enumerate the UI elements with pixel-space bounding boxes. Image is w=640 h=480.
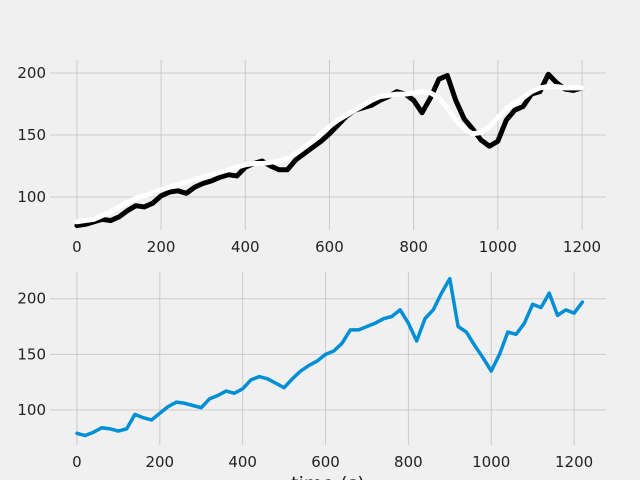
x-tick-label: 1200 xyxy=(563,238,601,256)
line-series xyxy=(75,276,585,438)
x-tick-label: 1200 xyxy=(555,453,593,471)
y-tick-label: 200 xyxy=(17,64,46,82)
x-tick-label: 800 xyxy=(399,238,428,256)
y-tick-label: 200 xyxy=(17,290,46,308)
line-series xyxy=(74,71,585,229)
x-tick-label: 600 xyxy=(315,238,344,256)
y-tick-label: 150 xyxy=(17,126,46,144)
x-tick-label: 200 xyxy=(145,453,174,471)
x-tick-label: 200 xyxy=(147,238,176,256)
y-tick-label: 100 xyxy=(17,188,46,206)
x-tick-label: 0 xyxy=(72,453,82,471)
x-tick-label: 400 xyxy=(228,453,257,471)
x-tick-label: 1000 xyxy=(472,453,510,471)
x-tick-label: 0 xyxy=(72,238,82,256)
x-tick-label: 800 xyxy=(394,453,423,471)
x-axis-label: time (s) xyxy=(291,473,365,480)
x-tick-label: 1000 xyxy=(479,238,517,256)
y-tick-label: 100 xyxy=(17,401,46,419)
y-tick-label: 150 xyxy=(17,345,46,363)
line-series xyxy=(74,84,585,225)
x-tick-label: 600 xyxy=(311,453,340,471)
x-tick-label: 400 xyxy=(231,238,260,256)
